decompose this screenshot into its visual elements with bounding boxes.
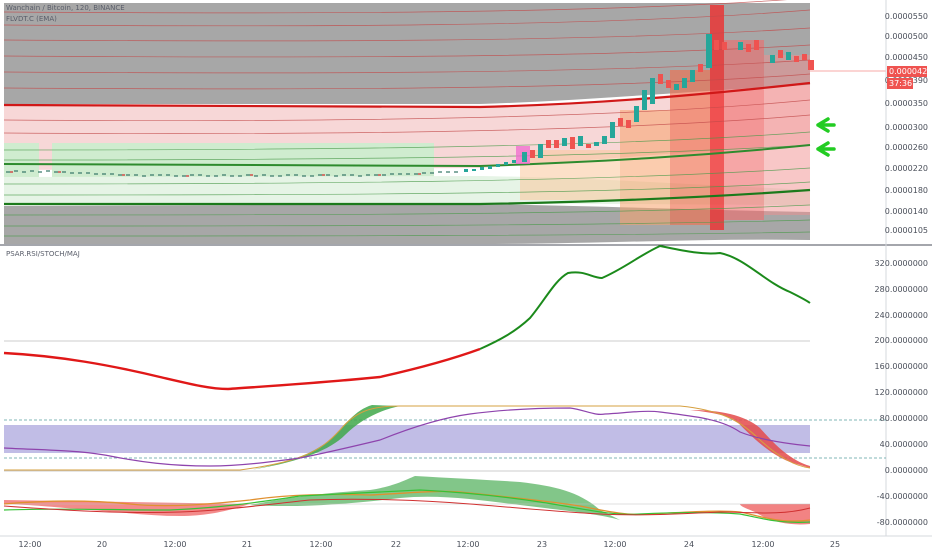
lower-contours (3, 131, 811, 237)
time-label: 12:00 (309, 540, 333, 549)
osc-label: -40.0000000 (876, 492, 928, 501)
current-price-tag: 0.0000423 (887, 66, 932, 77)
green-lower-line (4, 188, 811, 206)
time-label: 12:00 (751, 540, 775, 549)
candles-rise (464, 34, 814, 172)
time-label: 20 (96, 540, 108, 549)
maj-red-fill-right (740, 504, 810, 525)
symbol-title[interactable]: Wanchain / Bitcoin, 120, BINANCE (6, 4, 125, 12)
red-main-line (3, 81, 811, 109)
time-label: 23 (536, 540, 548, 549)
arrow-left-icon (816, 141, 836, 157)
osc-label: 320.0000000 (874, 259, 928, 268)
osc-label: 0.0000000 (884, 466, 928, 475)
price-pane[interactable] (3, 0, 886, 244)
stoch-fill-red (690, 410, 810, 468)
maj-green-fill (250, 476, 620, 520)
price-label: 0.0000300 (884, 123, 928, 132)
upper-contours (3, 0, 811, 134)
countdown-tag: 37:36 (887, 78, 913, 89)
indicator-title-bottom[interactable]: PSAR.RSI/STOCH/MAJ (6, 250, 80, 258)
price-label: 0.0000220 (884, 164, 928, 173)
price-label: 0.0000500 (884, 32, 928, 41)
psar-green-curve (479, 244, 811, 350)
osc-label: -80.0000000 (876, 518, 928, 527)
osc-label: 280.0000000 (874, 285, 928, 294)
candles-flat (6, 170, 458, 177)
osc-label: 40.0000000 (879, 440, 928, 449)
price-label: 0.0000105 (884, 226, 928, 235)
osc-label: 160.0000000 (874, 362, 928, 371)
oscillator-pane[interactable] (3, 244, 886, 525)
osc-label: 200.0000000 (874, 336, 928, 345)
lower-gray-band (4, 204, 810, 244)
price-label: 0.0000550 (884, 12, 928, 21)
psar-red-curve (3, 347, 481, 391)
price-label: 0.0000260 (884, 143, 928, 152)
price-label: 0.0000350 (884, 99, 928, 108)
stoch-band (4, 425, 810, 453)
time-label: 12:00 (456, 540, 480, 549)
green-main-line (3, 144, 811, 168)
time-label: 12:00 (163, 540, 187, 549)
heat-column (620, 110, 670, 225)
time-label: 24 (683, 540, 695, 549)
time-label: 22 (390, 540, 402, 549)
osc-label: 80.0000000 (879, 414, 928, 423)
time-label: 25 (829, 540, 841, 549)
price-label: 0.0000180 (884, 186, 928, 195)
price-label: 0.0000450 (884, 53, 928, 62)
rsi-line (3, 407, 811, 467)
indicator-title-top[interactable]: FLVDT.C (EMA) (6, 15, 57, 23)
time-label: 21 (241, 540, 253, 549)
upper-gray-band (4, 3, 810, 104)
arrow-left-icon (816, 117, 836, 133)
time-label: 12:00 (18, 540, 42, 549)
osc-label: 240.0000000 (874, 311, 928, 320)
stoch-k-line (4, 405, 811, 471)
heat-column (710, 5, 724, 230)
time-label: 12:00 (603, 540, 627, 549)
price-label: 0.0000140 (884, 207, 928, 216)
maj-red-fill-left (4, 500, 250, 516)
osc-label: 120.0000000 (874, 388, 928, 397)
maj-line-red (3, 498, 811, 516)
heat-column (724, 40, 764, 220)
